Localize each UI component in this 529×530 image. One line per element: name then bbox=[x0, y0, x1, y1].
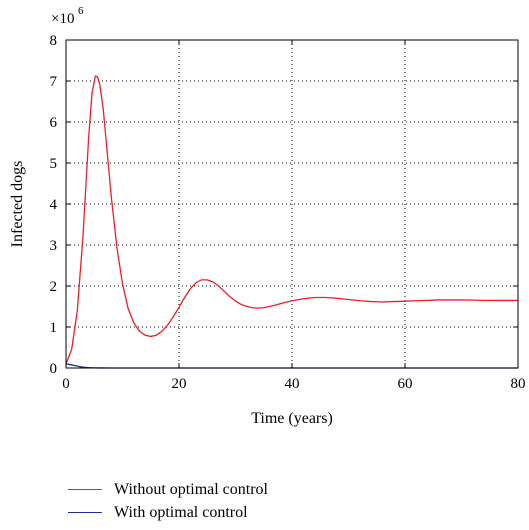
y-tick-label-0: 0 bbox=[50, 361, 58, 377]
legend-swatch-without-control bbox=[68, 489, 102, 490]
legend-item-without-control: Without optimal control bbox=[68, 478, 268, 501]
multiplier-label: ×10 6 bbox=[51, 5, 84, 27]
tick-labels: 0 20 40 60 80 0 1 2 3 4 5 6 7 8 bbox=[50, 33, 526, 392]
grid bbox=[66, 40, 518, 368]
y-tick-label-6: 6 bbox=[50, 115, 58, 131]
x-tick-label-60: 60 bbox=[398, 376, 413, 392]
x-tick-label-80: 80 bbox=[511, 376, 526, 392]
legend-label-without-control: Without optimal control bbox=[114, 480, 268, 498]
x-tick-label-20: 20 bbox=[172, 376, 187, 392]
series-line-without-control bbox=[65, 75, 519, 365]
x-tick-label-0: 0 bbox=[62, 376, 70, 392]
ticks bbox=[65, 39, 519, 369]
legend: Without optimal control With optimal con… bbox=[68, 478, 268, 524]
x-tick-label-40: 40 bbox=[285, 376, 300, 392]
chart: ×10 6 0 20 40 60 80 0 1 2 3 4 5 6 7 8 Time (years) In… bbox=[9, 5, 526, 427]
legend-item-with-control: With optimal control bbox=[68, 501, 268, 524]
x-axis-label: Time (years) bbox=[251, 410, 333, 427]
y-tick-label-1: 1 bbox=[50, 320, 58, 336]
y-tick-label-2: 2 bbox=[50, 279, 58, 295]
y-tick-label-3: 3 bbox=[50, 238, 58, 254]
y-tick-label-7: 7 bbox=[50, 74, 58, 90]
y-tick-label-8: 8 bbox=[50, 33, 58, 49]
y-tick-label-4: 4 bbox=[50, 197, 58, 213]
multiplier-base: ×10 bbox=[51, 11, 74, 27]
y-axis-label: Infected dogs bbox=[9, 161, 26, 248]
legend-label-with-control: With optimal control bbox=[114, 503, 248, 521]
legend-swatch-with-control bbox=[68, 512, 102, 513]
y-tick-label-5: 5 bbox=[50, 156, 58, 172]
multiplier-exponent: 6 bbox=[78, 5, 84, 17]
